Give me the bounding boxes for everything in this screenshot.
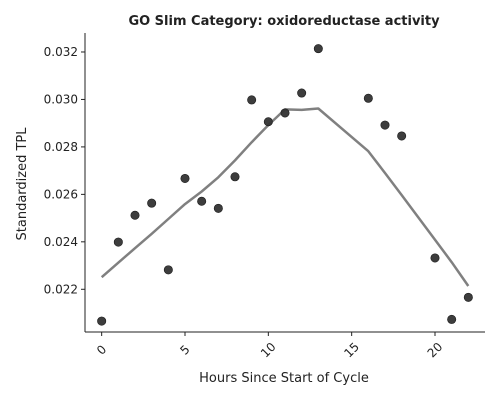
y-tick-label: 0.026 — [44, 187, 78, 201]
data-point — [380, 120, 390, 130]
data-point — [247, 95, 257, 105]
data-point — [97, 316, 107, 326]
x-axis-label: Hours Since Start of Cycle — [199, 371, 369, 386]
data-point — [130, 210, 140, 220]
trend-line — [100, 107, 470, 287]
data-point — [180, 173, 190, 183]
axes: 0 5 10 15 20 0.022 0.024 0.026 0.028 0.030 0.032 — [44, 33, 485, 360]
data-point — [113, 237, 123, 247]
x-tick-label: 5 — [177, 342, 192, 357]
x-tick-label: 15 — [341, 340, 362, 361]
data-point — [430, 253, 440, 263]
data-point — [297, 88, 307, 98]
x-tick-label: 0 — [94, 342, 109, 357]
chart-title: GO Slim Category: oxidoreductase activit… — [128, 14, 440, 29]
data-point — [313, 44, 323, 54]
data-point — [230, 172, 240, 182]
data-point — [280, 108, 290, 118]
data-point — [447, 314, 457, 324]
trend-layer — [100, 107, 470, 287]
y-tick-label: 0.030 — [44, 92, 78, 106]
x-tick-label: 20 — [425, 340, 446, 361]
data-point — [197, 196, 207, 206]
data-point — [163, 265, 173, 275]
data-point — [363, 93, 373, 103]
data-point — [397, 131, 407, 141]
y-tick-label: 0.032 — [44, 45, 78, 59]
y-axis-label: Standardized TPL — [15, 127, 30, 241]
points-layer — [97, 44, 473, 326]
data-point — [263, 117, 273, 127]
y-tick-label: 0.022 — [44, 282, 78, 296]
data-point — [463, 292, 473, 302]
y-tick-label: 0.024 — [44, 235, 78, 249]
data-point — [213, 203, 223, 213]
data-point — [147, 198, 157, 208]
x-tick-label: 10 — [258, 340, 279, 361]
y-tick-label: 0.028 — [44, 140, 78, 154]
